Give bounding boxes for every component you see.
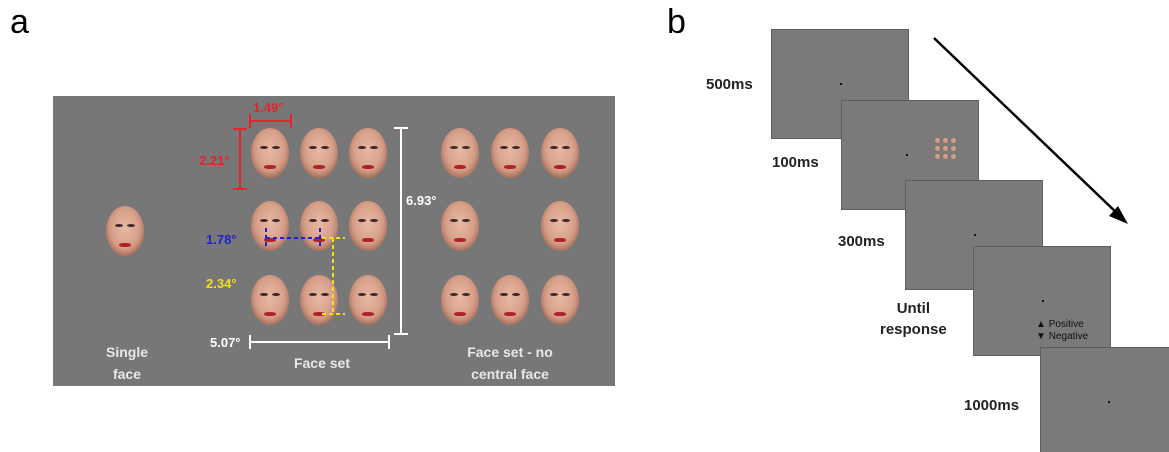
caption-no-central-line1: Face set - no xyxy=(467,344,553,360)
fixation-dot xyxy=(906,154,908,156)
yellow-spacing-line xyxy=(322,237,345,315)
white-total-height xyxy=(394,127,408,335)
face-set-no-center-face xyxy=(541,275,579,325)
vertical-spacing-label: 2.34° xyxy=(206,276,237,291)
face-set-face xyxy=(300,128,338,178)
face-set-no-center-face xyxy=(441,275,479,325)
response-label: response xyxy=(880,321,947,338)
up-triangle-icon: ▲ xyxy=(1036,319,1046,330)
face-width-label: 1.49° xyxy=(253,100,284,115)
red-width-bracket xyxy=(249,114,292,128)
duration-500ms: 500ms xyxy=(706,76,753,93)
face-set-face xyxy=(251,201,289,251)
fixation-dot xyxy=(1108,401,1110,403)
face-set-no-center-face xyxy=(541,201,579,251)
face-set-face xyxy=(349,275,387,325)
total-width-label: 5.07° xyxy=(210,335,241,350)
fixation-dot xyxy=(840,83,842,85)
caption-single-face: Single face xyxy=(82,341,172,385)
face-set-no-center-face xyxy=(491,128,529,178)
caption-single-face-line2: face xyxy=(112,366,142,382)
panel-b-letter: b xyxy=(667,3,686,41)
face-set-no-center-face xyxy=(541,128,579,178)
positive-label: Positive xyxy=(1048,319,1084,330)
response-positive: ▲ Positive xyxy=(1036,319,1088,331)
horizontal-spacing-label: 1.78° xyxy=(206,232,237,247)
time-arrow xyxy=(933,37,1128,224)
total-height-label: 6.93° xyxy=(406,193,437,208)
face-set-face xyxy=(300,275,338,325)
until-label: Until xyxy=(896,300,931,317)
face-height-label: 2.21° xyxy=(199,153,230,168)
face-set-face xyxy=(251,128,289,178)
duration-1000ms: 1000ms xyxy=(964,397,1020,414)
caption-face-set-no-central: Face set - no central face xyxy=(440,341,580,385)
screen-fixation-3 xyxy=(1040,347,1169,452)
duration-100ms: 100ms xyxy=(772,154,819,171)
face-set-face xyxy=(251,275,289,325)
negative-label: Negative xyxy=(1048,331,1089,342)
down-triangle-icon: ▼ xyxy=(1036,331,1046,342)
screen-response: ▲ Positive ▼ Negative xyxy=(973,246,1111,356)
face-set-face xyxy=(349,128,387,178)
red-height-bracket xyxy=(233,128,247,190)
response-options: ▲ Positive ▼ Negative xyxy=(1036,319,1088,343)
caption-single-face-line1: Single xyxy=(105,344,148,360)
face-set-no-center-face xyxy=(441,128,479,178)
caption-no-central-line2: central face xyxy=(471,366,549,382)
caption-face-set: Face set xyxy=(293,355,351,371)
fixation-dot xyxy=(1042,300,1044,302)
duration-300ms: 300ms xyxy=(838,233,885,250)
face-set-no-center-face xyxy=(441,201,479,251)
mini-face-set xyxy=(935,138,957,160)
white-total-width xyxy=(249,335,390,349)
face-set-no-center-face xyxy=(491,275,529,325)
face-set-face xyxy=(349,201,387,251)
panel-a-letter: a xyxy=(10,3,29,41)
fixation-dot xyxy=(974,234,976,236)
single-face xyxy=(106,206,144,256)
blue-spacing-line xyxy=(265,228,321,246)
response-negative: ▼ Negative xyxy=(1036,331,1088,343)
duration-until-response: Until response xyxy=(880,298,947,340)
